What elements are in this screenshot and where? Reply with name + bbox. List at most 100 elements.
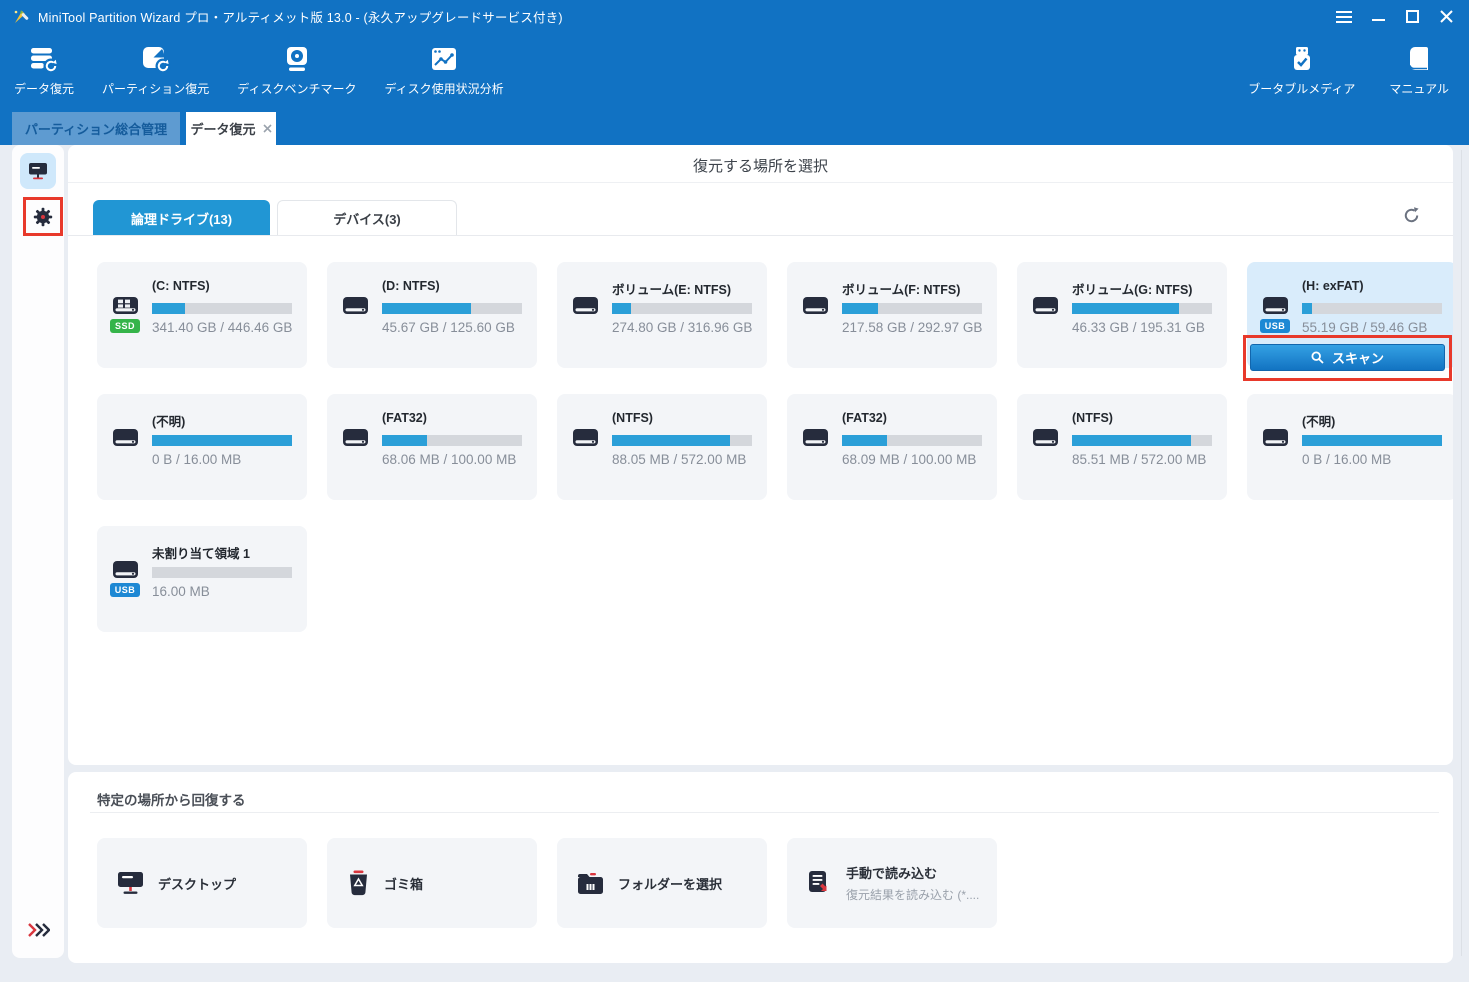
- drive-usage-bar: [382, 435, 522, 446]
- sidebar-item-this-pc[interactable]: [20, 153, 56, 189]
- drive-name: (FAT32): [382, 411, 427, 425]
- drive-usage-fill: [382, 303, 472, 314]
- drive-size: 46.33 GB / 195.31 GB: [1072, 320, 1205, 335]
- scan-button[interactable]: スキャン: [1250, 344, 1445, 371]
- drive-card[interactable]: (FAT32) 68.06 MB / 100.00 MB: [327, 394, 537, 500]
- bootable-media-icon: [1289, 45, 1315, 75]
- drive-usage-bar: [612, 435, 752, 446]
- drive-icon: [802, 426, 829, 454]
- recover-row: デスクトップ ゴミ箱: [97, 838, 997, 928]
- drive-usage-fill: [382, 435, 427, 446]
- toolbar-label: ブータブルメディア: [1248, 81, 1356, 96]
- drive-usage-bar: [152, 303, 292, 314]
- tab-data-recovery[interactable]: データ復元: [186, 112, 276, 145]
- recycle-bin-icon: [347, 870, 370, 896]
- tab-close-icon[interactable]: [262, 124, 272, 133]
- toolbar-disk-benchmark[interactable]: ディスクベンチマーク: [223, 33, 370, 108]
- drive-card[interactable]: USB 未割り当て領域 1 16.00 MB: [97, 526, 307, 632]
- toolbar-label: ディスク使用状況分析: [384, 81, 504, 96]
- divider: [68, 182, 1453, 183]
- drive-card[interactable]: (D: NTFS) 45.67 GB / 125.60 GB: [327, 262, 537, 368]
- drive-icon: [342, 426, 369, 454]
- drive-icon: [1262, 426, 1289, 454]
- toolbar-bootable-media[interactable]: ブータブルメディア: [1234, 33, 1369, 108]
- drive-type-subtabs: 論理ドライブ(13) デバイス(3): [93, 200, 457, 236]
- toolbar-label: データ復元: [14, 81, 75, 96]
- drive-size: 341.40 GB / 446.46 GB: [152, 320, 293, 335]
- toolbar-label: パーティション復元: [102, 81, 210, 96]
- close-button[interactable]: [1429, 0, 1463, 33]
- toolbar-manual[interactable]: マニュアル: [1375, 33, 1463, 108]
- recover-card-desktop[interactable]: デスクトップ: [97, 838, 307, 928]
- maximize-button[interactable]: [1395, 0, 1429, 33]
- drive-size: 274.80 GB / 316.96 GB: [612, 320, 753, 335]
- drive-size: 85.51 MB / 572.00 MB: [1072, 452, 1207, 467]
- drive-usage-fill: [842, 435, 887, 446]
- manual-load-icon: [807, 870, 832, 896]
- drive-card[interactable]: ボリューム(G: NTFS) 46.33 GB / 195.31 GB: [1017, 262, 1227, 368]
- recover-label: ゴミ箱: [384, 876, 424, 892]
- toolbar-data-recovery[interactable]: データ復元: [0, 33, 88, 108]
- tab-partition-management[interactable]: パーティション総合管理: [12, 112, 180, 145]
- drive-card[interactable]: (NTFS) 88.05 MB / 572.00 MB: [557, 394, 767, 500]
- drive-card[interactable]: ボリューム(E: NTFS) 274.80 GB / 316.96 GB: [557, 262, 767, 368]
- recover-label: 手動で読み込む: [846, 866, 938, 881]
- page-title: 復元する場所を選択: [692, 158, 828, 175]
- drive-badge: SSD: [110, 319, 140, 333]
- folder-select-icon: [577, 872, 604, 895]
- drive-name: ボリューム(F: NTFS): [842, 283, 961, 297]
- manual-icon: [1407, 45, 1431, 75]
- recover-card-manual-load[interactable]: 手動で読み込む 復元結果を読み込む (*....: [787, 838, 997, 928]
- drive-name: (不明): [1302, 415, 1336, 429]
- drive-usage-fill: [612, 435, 731, 446]
- recover-label: フォルダーを選択: [618, 876, 723, 892]
- drive-card[interactable]: (FAT32) 68.09 MB / 100.00 MB: [787, 394, 997, 500]
- divider: [68, 235, 1453, 236]
- recover-label: デスクトップ: [158, 876, 237, 892]
- document-tabstrip: パーティション総合管理 データ復元: [0, 108, 1469, 145]
- drive-size: 88.05 MB / 572.00 MB: [612, 452, 747, 467]
- drive-name: (NTFS): [1072, 411, 1113, 425]
- expand-chevrons-icon[interactable]: [28, 923, 51, 942]
- drive-icon: [342, 294, 369, 322]
- drive-size: 16.00 MB: [152, 584, 210, 599]
- main-toolbar: データ復元 パーティション復元 ディスクベンチマーク: [0, 33, 1469, 108]
- drive-icon: [1262, 294, 1289, 322]
- sidebar-item-settings[interactable]: [28, 202, 58, 232]
- drive-usage-bar: [612, 303, 752, 314]
- drive-card[interactable]: (NTFS) 85.51 MB / 572.00 MB: [1017, 394, 1227, 500]
- drive-card[interactable]: ボリューム(F: NTFS) 217.58 GB / 292.97 GB: [787, 262, 997, 368]
- recover-card-select-folder[interactable]: フォルダーを選択: [557, 838, 767, 928]
- toolbar-disk-usage-analysis[interactable]: ディスク使用状況分析: [370, 33, 517, 108]
- drive-icon: [1032, 426, 1059, 454]
- drive-name: ボリューム(G: NTFS): [1072, 283, 1193, 297]
- drive-card[interactable]: (不明) 0 B / 16.00 MB: [1247, 394, 1453, 500]
- drive-card[interactable]: (不明) 0 B / 16.00 MB: [97, 394, 307, 500]
- drive-card[interactable]: SSD (C: NTFS) 341.40 GB / 446.46 GB: [97, 262, 307, 368]
- tab-logical-drives[interactable]: 論理ドライブ(13): [93, 200, 270, 236]
- minimize-button[interactable]: [1361, 0, 1395, 33]
- drive-usage-bar: [1302, 303, 1442, 314]
- drive-usage-bar: [152, 567, 292, 578]
- toolbar-partition-recovery[interactable]: パーティション復元: [88, 33, 223, 108]
- left-sidebar: [12, 145, 64, 958]
- menu-icon[interactable]: [1327, 0, 1361, 33]
- drive-usage-bar: [1072, 303, 1212, 314]
- drive-usage-bar: [842, 435, 982, 446]
- toolbar-label: ディスクベンチマーク: [237, 81, 357, 96]
- drive-size: 68.06 MB / 100.00 MB: [382, 452, 517, 467]
- tab-label: パーティション総合管理: [24, 122, 168, 137]
- drive-card[interactable]: USB (H: exFAT) 55.19 GB / 59.46 GB スキャン: [1243, 262, 1453, 381]
- drive-size: 0 B / 16.00 MB: [1302, 452, 1392, 467]
- settings-annotation-box: [23, 197, 63, 236]
- recover-card-recycle-bin[interactable]: ゴミ箱: [327, 838, 537, 928]
- refresh-icon[interactable]: [1399, 203, 1423, 227]
- drive-grid: SSD (C: NTFS) 341.40 GB / 446.46 GB (D: …: [68, 236, 1453, 632]
- tab-devices[interactable]: デバイス(3): [277, 200, 457, 236]
- drive-name: (H: exFAT): [1302, 279, 1364, 293]
- partition-recovery-icon: [141, 45, 171, 75]
- computer-icon: [28, 162, 48, 181]
- desktop-icon: [117, 871, 144, 896]
- drive-usage-bar: [1072, 435, 1212, 446]
- drive-badge: USB: [1260, 319, 1290, 333]
